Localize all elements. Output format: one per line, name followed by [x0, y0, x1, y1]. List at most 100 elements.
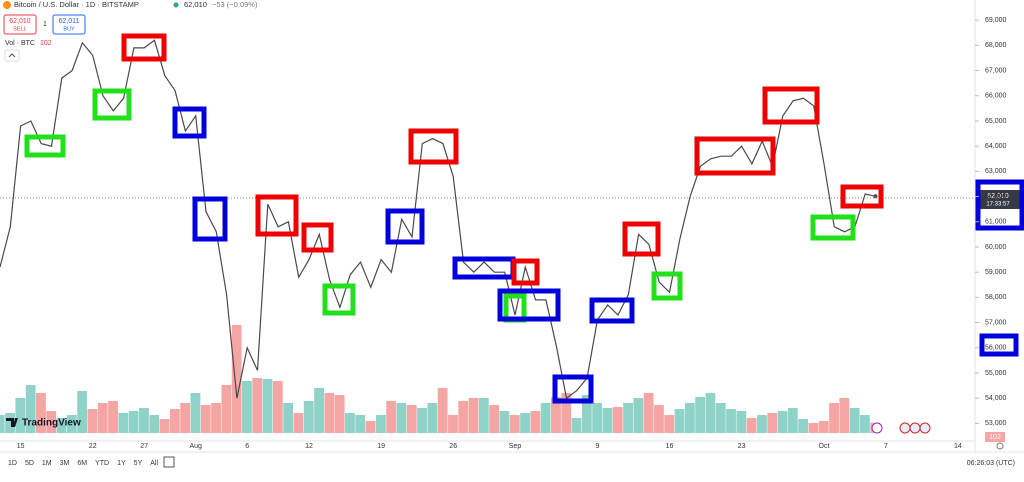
volume-bar	[97, 403, 108, 433]
volume-bar	[355, 415, 366, 433]
range-button[interactable]: 6M	[77, 460, 87, 467]
x-tick-label: Oct	[819, 443, 830, 450]
symbol: Bitcoin / U.S. Dollar · 1D · BITSTAMP	[14, 0, 139, 9]
range-button[interactable]: 1Y	[117, 460, 126, 467]
range-button[interactable]: YTD	[95, 460, 109, 467]
sell-button[interactable]: 62,010 SELL	[3, 14, 37, 35]
volume-bar	[829, 403, 839, 433]
volume-bar	[128, 411, 139, 433]
collapse-icon	[8, 53, 16, 58]
annotation-box	[385, 208, 425, 245]
volume-bar	[365, 421, 376, 433]
range-button[interactable]: 1M	[42, 460, 52, 467]
buy-button[interactable]: 62,011 BUY	[52, 14, 86, 35]
volume-bar	[139, 408, 149, 433]
y-tick-label: 66,000	[985, 93, 1007, 100]
volume-bar	[437, 388, 448, 433]
status-dot	[173, 2, 179, 8]
price-layer	[0, 39, 878, 400]
volume-bar	[242, 381, 252, 433]
volume-bar	[375, 415, 386, 433]
range-toolbar: 1D 5D 1M 3M 6M YTD 1Y 5Y All	[8, 460, 158, 467]
volume-bar	[345, 413, 355, 433]
volume-bar	[818, 421, 829, 433]
annotation-box	[511, 258, 540, 286]
volume-bar	[458, 401, 469, 433]
volume-bar	[77, 391, 88, 433]
annotation-box	[622, 221, 661, 257]
event-icon[interactable]	[871, 422, 883, 434]
annotation-box	[552, 374, 594, 404]
volume-bar	[664, 415, 675, 433]
volume-bar	[272, 381, 283, 433]
volume-bar	[36, 393, 46, 433]
bitcoin-icon	[3, 1, 11, 9]
y-tick-label: 63,000	[985, 168, 1007, 175]
annotation-box	[810, 214, 856, 241]
volume-bar	[839, 398, 850, 433]
volume-bar	[808, 423, 819, 433]
buy-price: 62,011	[59, 18, 80, 25]
annotation-box	[121, 33, 167, 62]
annotation-box	[497, 288, 561, 322]
range-button[interactable]: 5Y	[134, 460, 143, 467]
annotation-box	[979, 333, 1019, 357]
range-button[interactable]: 1D	[8, 460, 17, 467]
volume-bar	[427, 403, 438, 433]
volume-bar	[180, 403, 191, 433]
annotation-box	[322, 283, 356, 316]
sell-label: SELL	[13, 26, 26, 32]
volume-bar	[746, 418, 757, 433]
volume-bar	[200, 405, 211, 433]
y-tick-label: 58,000	[985, 294, 1007, 301]
volume-bar	[56, 418, 67, 433]
volume-layer	[0, 325, 881, 433]
event-flag[interactable]	[909, 422, 921, 434]
annotation-box	[589, 297, 635, 324]
settings-icon[interactable]	[996, 442, 1004, 450]
last-price: 62,010	[184, 0, 207, 9]
annotations	[24, 33, 1024, 404]
buy-box	[52, 14, 86, 35]
event-flag[interactable]	[899, 422, 911, 434]
volume-bar	[262, 379, 273, 433]
volume-bar	[715, 403, 726, 433]
range-button[interactable]: 3M	[60, 460, 70, 467]
volume-bar	[705, 393, 716, 433]
volume-bar	[551, 397, 561, 433]
volume-bar	[674, 409, 685, 433]
x-tick-label: 9	[595, 443, 599, 450]
volume-bar	[303, 401, 314, 433]
calendar-icon[interactable]	[163, 456, 175, 468]
volume-bar	[633, 398, 644, 433]
event-flag[interactable]	[919, 422, 931, 434]
collapse-button[interactable]	[4, 49, 20, 62]
price-change: −53 (−0.09%)	[212, 0, 258, 9]
volume-bar	[25, 385, 36, 433]
tradingview-logo[interactable]: TradingView	[6, 418, 81, 429]
annotation-box	[694, 136, 776, 176]
volume-bar	[787, 408, 798, 433]
volume-bar	[602, 408, 613, 433]
volume-bar	[108, 401, 118, 433]
volume-bar	[489, 405, 500, 433]
x-tick-label: 14	[954, 443, 962, 450]
range-button[interactable]: All	[150, 460, 158, 467]
volume-label: Vol · BTC	[5, 40, 35, 47]
volume-bar	[581, 395, 592, 433]
y-tick-label: 61,000	[985, 219, 1007, 226]
x-tick-label: 22	[89, 443, 97, 450]
annotation-box	[192, 196, 228, 242]
range-button[interactable]: 5D	[25, 460, 34, 467]
annotation-box	[762, 86, 820, 125]
volume-bar	[592, 403, 603, 433]
annotation-box	[255, 194, 299, 237]
price-tag: 62,010	[987, 193, 1009, 200]
volume-bar	[736, 411, 747, 433]
volume-bar	[5, 413, 15, 433]
volume-bar	[406, 405, 417, 433]
y-tick-label: 53,000	[985, 420, 1007, 427]
x-tick-label: 26	[449, 443, 457, 450]
volume-bar	[190, 393, 201, 433]
volume-bar	[499, 411, 510, 433]
